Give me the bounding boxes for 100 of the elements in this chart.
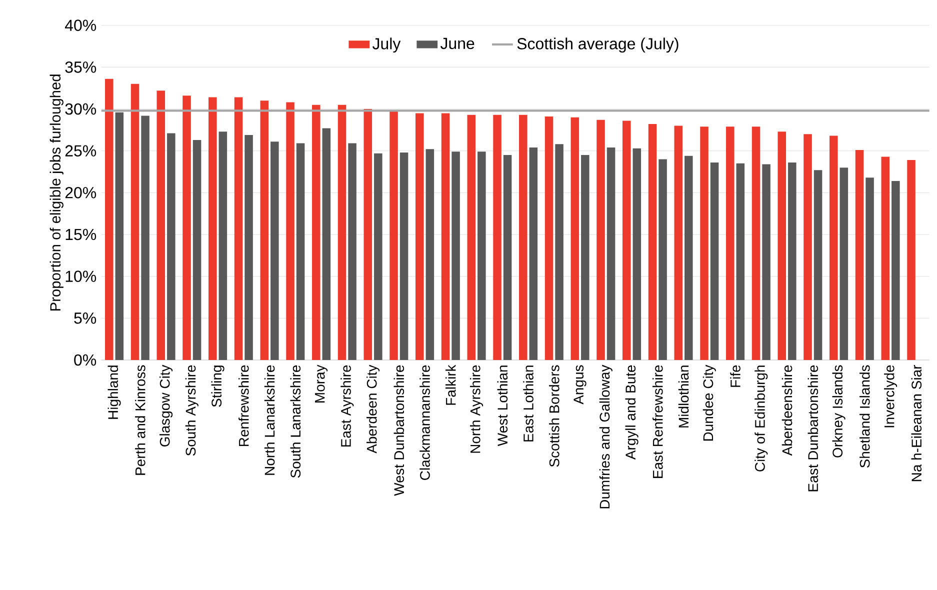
bar (529, 147, 538, 360)
bar (596, 120, 605, 360)
bar (234, 97, 243, 360)
x-tick-label: Renfrewshire (238, 365, 249, 446)
x-tick-label: Glasgow City (160, 364, 173, 446)
x-tick-label: Midlothian (678, 366, 689, 428)
y-tick-label: 20% (65, 187, 96, 198)
y-tick-label: 30% (65, 103, 96, 115)
bar (752, 126, 760, 360)
x-tick-label: Inverclyde (884, 365, 898, 428)
x-tick-label: Na h-Eileanan Siar (911, 364, 922, 482)
x-tick-label: Falkirk (446, 364, 456, 405)
bar (141, 116, 150, 360)
bar (130, 84, 140, 360)
x-tick-label: South Ayrshire (185, 365, 198, 456)
legend-label: July (372, 38, 401, 53)
x-tick-label: Highland (108, 366, 121, 419)
bar (390, 112, 398, 360)
bar (348, 143, 356, 360)
bar (364, 109, 372, 360)
x-tick-label: East Renfrewshire (652, 365, 663, 478)
x-tick-label: South Lanarkshire (290, 365, 301, 478)
bar (156, 90, 166, 360)
bar (503, 155, 512, 360)
bar (105, 78, 114, 360)
legend-label: Scottish average (July) (517, 38, 678, 53)
bar (700, 126, 708, 360)
bar (218, 132, 228, 360)
bar (674, 126, 683, 360)
bar (855, 150, 864, 360)
bar (270, 142, 279, 360)
bar (684, 156, 693, 360)
bar (493, 114, 502, 360)
y-axis-title: Proportion of eligible jobs furloughed (50, 74, 64, 310)
bar (441, 113, 450, 360)
bar (581, 155, 590, 360)
bar (606, 147, 616, 360)
bar (544, 116, 554, 360)
bar (260, 100, 269, 360)
bar (374, 153, 382, 360)
bar (788, 162, 796, 360)
x-tick-label: Clackmannanshire (420, 365, 430, 480)
x-tick-label: Moray (315, 364, 328, 402)
bar (658, 159, 667, 360)
x-tick-label: East Ayrshire (340, 365, 354, 447)
bar (312, 104, 320, 360)
bar (648, 124, 657, 360)
bar (762, 164, 770, 360)
bar (736, 163, 745, 360)
x-tick-label: East Dunbartonshire (808, 365, 818, 492)
bar (570, 117, 580, 360)
x-tick-label: West Dunbartonshire (394, 365, 404, 496)
bar (804, 134, 812, 360)
bar (192, 140, 202, 360)
bar (115, 112, 124, 360)
bar (416, 113, 424, 360)
x-tick-label: Orkney Islands (832, 365, 846, 458)
x-tick-label: Fife (730, 365, 740, 387)
bar (478, 152, 486, 360)
x-tick-label: Angus (574, 365, 586, 404)
bar (286, 102, 294, 360)
bar (322, 128, 331, 360)
bar (622, 120, 631, 360)
x-tick-label: North Lanarkshire (264, 365, 275, 475)
bar (244, 134, 253, 360)
x-tick-label: Dundee City (702, 364, 716, 441)
x-tick-label: West Lothian (497, 366, 508, 446)
bar (167, 133, 176, 360)
bar (881, 156, 890, 360)
y-tick-label: 25% (65, 145, 96, 156)
bar (400, 152, 408, 360)
bar (555, 144, 564, 360)
x-tick-label: Aberdeenshire (782, 365, 792, 456)
bar (830, 136, 838, 360)
x-tick-label: Argyll and Bute (625, 365, 638, 460)
bar (726, 126, 734, 360)
bar (208, 97, 217, 360)
bar (814, 170, 822, 360)
bar (296, 143, 305, 360)
bar (892, 180, 900, 360)
bar (338, 104, 346, 360)
y-tick-label: 10% (66, 270, 96, 282)
x-tick-label: North Ayrshire (470, 365, 484, 453)
legend-label: June (440, 38, 474, 50)
bar (710, 162, 719, 360)
x-tick-label: East Lothian (523, 366, 534, 442)
x-tick-label: Perth and Kinross (135, 365, 146, 475)
bar (840, 168, 848, 360)
y-tick-label: 0% (74, 354, 96, 366)
y-tick-label: 5% (74, 312, 96, 324)
bar (907, 160, 916, 360)
bar (632, 148, 642, 360)
x-tick-label: Shetland Islands (860, 365, 870, 468)
y-tick-label: 40% (64, 20, 96, 31)
bar (452, 152, 460, 360)
bar (778, 132, 786, 360)
x-tick-label: Aberdeen City (366, 364, 380, 454)
x-tick-label: Scottish Borders (549, 365, 560, 467)
bar (519, 114, 528, 360)
bar (426, 149, 434, 360)
